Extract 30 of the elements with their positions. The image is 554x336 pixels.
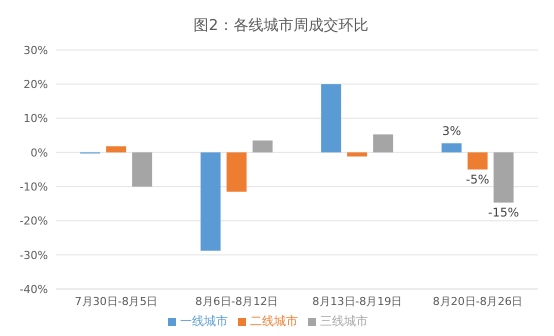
bar [494,152,514,203]
legend-label: 二线城市 [250,314,298,328]
bar [468,152,488,170]
data-label: -15% [488,206,520,220]
bar [252,140,273,152]
bar [200,152,221,251]
bar [106,146,126,152]
bar [321,84,342,152]
bar [226,152,247,192]
data-label: 3% [442,124,462,138]
legend-label: 一线城市 [180,314,228,328]
x-tick-label: 8月13日-8月19日 [312,294,402,308]
y-tick-label: 30% [24,44,48,57]
data-label: -5% [466,172,490,186]
y-tick-label: 20% [24,78,48,92]
y-tick-label: -30% [20,248,48,262]
bar [132,152,152,187]
x-tick-label: 7月30日-8月5日 [74,294,158,308]
y-tick-label: 0% [30,146,48,160]
chart-title: 图2：各线城市周成交环比 [192,15,370,36]
bar [347,152,368,157]
bar [373,134,394,152]
x-tick-label: 8月20日-8月26日 [432,294,523,308]
legend-label: 三线城市 [320,314,368,328]
bar [442,143,462,152]
x-tick-label: 8月6日-8月12日 [195,294,278,308]
y-tick-label: -20% [20,214,48,228]
y-tick-label: -40% [20,282,48,296]
y-tick-label: -10% [20,180,48,194]
y-tick-label: 10% [24,112,48,126]
